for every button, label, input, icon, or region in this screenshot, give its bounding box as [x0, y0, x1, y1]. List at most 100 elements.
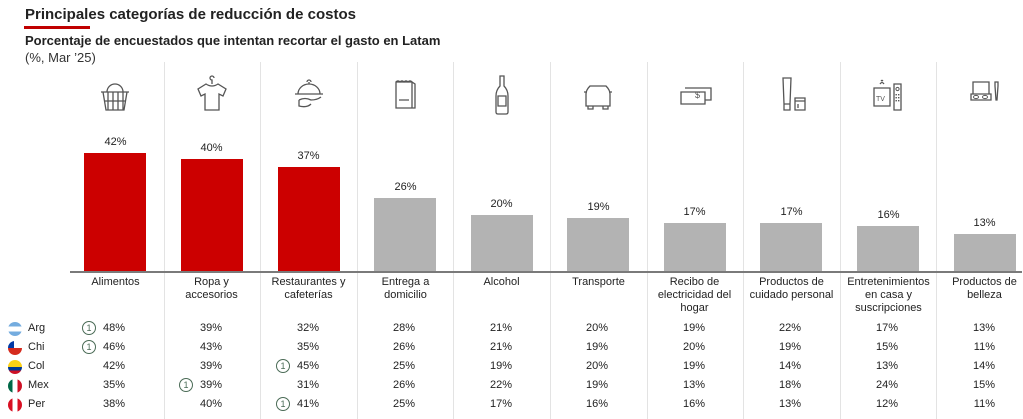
table-cell: 13%: [682, 379, 705, 391]
cloche-icon: [285, 70, 333, 116]
bar-value-label: 16%: [877, 209, 900, 221]
table-cell: 35%: [296, 341, 319, 353]
category-label-line: accesorios: [185, 289, 238, 301]
table-row: Arg 48% 1 39% 32% 28% 21% 20% 19% 22% 17% 13%: [0, 320, 1023, 338]
rank-one-badge: 1: [276, 359, 290, 373]
car-icon: [574, 70, 622, 116]
mexico-flag-icon: [8, 379, 22, 393]
bar-value-label: 37%: [297, 150, 320, 162]
category-label-line: belleza: [967, 289, 1002, 301]
bar-6: [567, 218, 629, 271]
rank-one-badge: 1: [276, 397, 290, 411]
column-separator: [260, 62, 261, 419]
banknotes-icon: $: [671, 70, 719, 116]
table-cell: 14%: [778, 360, 801, 372]
bar-4: [374, 198, 436, 271]
table-cell: 35%: [102, 379, 125, 391]
bar-10: [954, 234, 1016, 271]
category-label: Ropa y accesorios: [163, 276, 260, 302]
table-cell: 21%: [489, 341, 512, 353]
bar-value-label: 13%: [973, 217, 996, 229]
table-cell: 26%: [392, 341, 415, 353]
country-label: Mex: [28, 379, 49, 391]
table-cell: 32%: [296, 322, 319, 334]
table-cell: 31%: [296, 379, 319, 391]
bar-value-label: 17%: [780, 206, 803, 218]
bar-value-label: 26%: [394, 181, 417, 193]
country-label: Arg: [28, 322, 46, 334]
category-label: Productos de belleza: [936, 276, 1023, 302]
bar-value-label: 40%: [200, 142, 223, 154]
column-separator: [936, 62, 937, 419]
table-cell: 14%: [972, 360, 995, 372]
bar-value-label: 19%: [587, 201, 610, 213]
table-cell: 25%: [392, 360, 415, 372]
category-label: Productos de cuidado personal: [743, 276, 840, 302]
table-cell: 11%: [973, 398, 995, 410]
bar-value-label: 17%: [683, 206, 706, 218]
table-row: Chi 46% 1 43% 35% 26% 21% 19% 20% 19% 15% 11%: [0, 339, 1023, 357]
table-cell: 20%: [585, 322, 608, 334]
table-cell: 18%: [778, 379, 801, 391]
category-label-line: cafeterías: [284, 289, 333, 301]
table-cell: 26%: [392, 379, 415, 391]
bar-2: [181, 159, 243, 271]
column-separator: [840, 62, 841, 419]
bar-value-label: 20%: [490, 198, 513, 210]
table-cell: 20%: [682, 341, 705, 353]
table-cell: 15%: [972, 379, 995, 391]
category-label-line: Entretenimientos: [847, 276, 930, 288]
country-label: Per: [28, 398, 46, 410]
category-label-line: suscripciones: [855, 302, 922, 314]
cosmetics-tube-icon: [767, 70, 815, 116]
title-underline: [24, 26, 90, 29]
table-cell: 48%: [102, 322, 125, 334]
table-row: Col 42% 39% 45% 1 25% 19% 20% 19% 14% 13% 14%: [0, 358, 1023, 376]
category-label: Restaurantes y cafeterías: [260, 276, 357, 302]
basket-icon: [91, 70, 139, 116]
country-label: Col: [28, 360, 45, 372]
table-cell: 22%: [778, 322, 801, 334]
rank-one-badge: 1: [82, 321, 96, 335]
table-cell: 19%: [682, 360, 705, 372]
table-cell: 42%: [102, 360, 125, 372]
table-cell: 17%: [489, 398, 512, 410]
bar-8: [760, 223, 822, 271]
chart-title: Principales categorías de reducción de c…: [25, 6, 356, 23]
baseline-axis: [70, 271, 1022, 273]
category-label-line: cuidado personal: [749, 289, 834, 301]
table-cell: 12%: [875, 398, 898, 410]
category-label: Alcohol: [453, 276, 550, 289]
chart-subtitle: Porcentaje de encuestados que intentan r…: [25, 33, 441, 48]
svg-text:$: $: [695, 90, 700, 100]
table-cell: 24%: [875, 379, 898, 391]
bottle-icon: [478, 70, 526, 116]
category-label-line: Transporte: [572, 276, 625, 288]
peru-flag-icon: [8, 398, 22, 412]
table-cell: 40%: [199, 398, 222, 410]
category-label-line: Productos de: [952, 276, 1017, 288]
table-cell: 46%: [102, 341, 125, 353]
category-label-line: Restaurantes y: [271, 276, 346, 288]
svg-text:TV: TV: [876, 96, 885, 103]
category-label: Alimentos: [67, 276, 164, 289]
category-label-line: Productos de: [759, 276, 824, 288]
table-cell: 21%: [489, 322, 512, 334]
column-separator: [743, 62, 744, 419]
table-row: Per 38% 40% 41% 1 25% 17% 16% 16% 13% 12% 11%: [0, 396, 1023, 414]
table-cell: 43%: [199, 341, 222, 353]
tv-remote-icon: TV: [864, 70, 912, 116]
category-label-line: Recibo de: [669, 276, 720, 288]
bar-7: [664, 223, 726, 271]
category-label-line: domicilio: [384, 289, 427, 301]
argentina-flag-icon: [8, 322, 22, 336]
table-cell: 38%: [102, 398, 125, 410]
colombia-flag-icon: [8, 360, 22, 374]
category-label-line: electricidad del: [657, 289, 732, 301]
table-cell: 13%: [778, 398, 801, 410]
table-cell: 13%: [972, 322, 995, 334]
bar-1: [84, 153, 146, 271]
column-separator: [550, 62, 551, 419]
paper-bag-icon: [381, 70, 429, 116]
table-cell: 20%: [585, 360, 608, 372]
